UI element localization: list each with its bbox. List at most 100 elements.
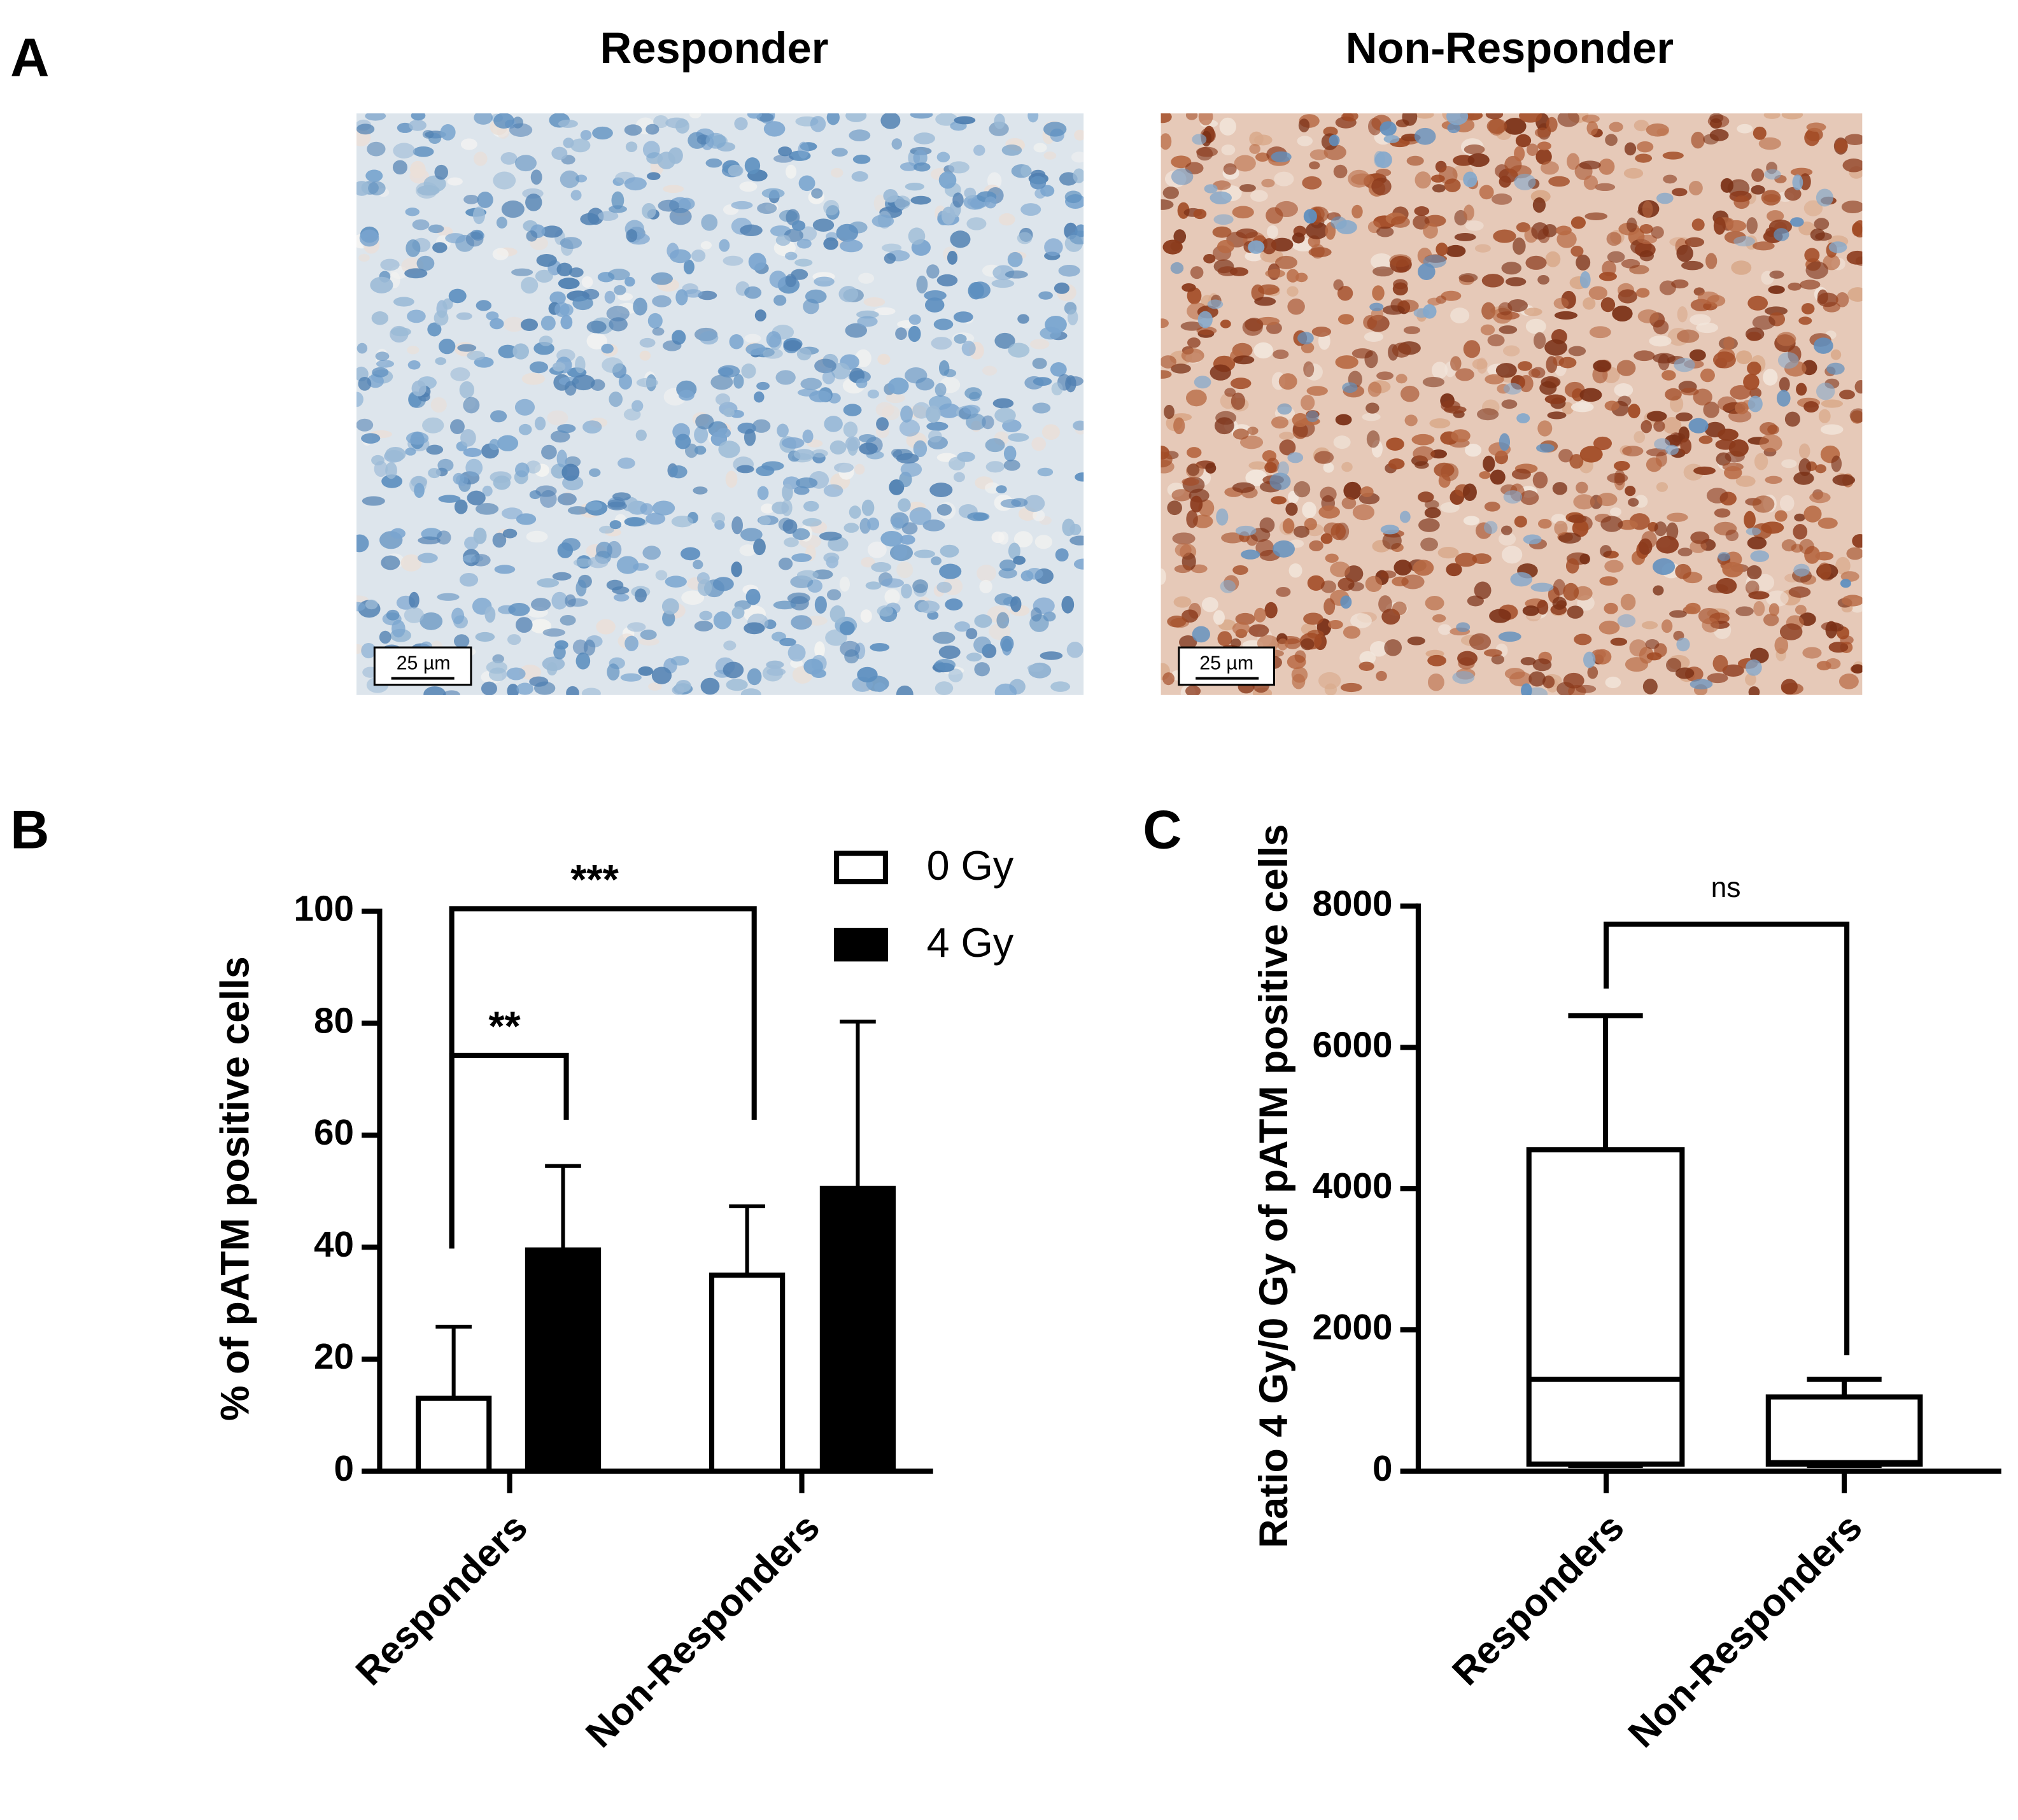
cell: [1675, 563, 1691, 579]
cell: [1621, 258, 1641, 269]
cell: [861, 499, 875, 516]
cell: [982, 365, 998, 376]
cell: [1514, 173, 1536, 190]
cell: [1017, 232, 1033, 244]
cell: [1182, 477, 1200, 486]
cell: [1625, 485, 1636, 497]
cell: [535, 485, 557, 497]
cell: [1329, 134, 1340, 146]
cell: [718, 441, 740, 458]
cell: [1567, 605, 1584, 619]
cell: [1806, 122, 1826, 132]
cell: [1641, 420, 1653, 434]
cell: [723, 407, 735, 418]
cell: [1676, 637, 1690, 652]
cell: [1210, 364, 1231, 381]
cell: [493, 113, 514, 129]
cell: [1499, 325, 1518, 334]
cell: [858, 434, 877, 443]
cell: [1654, 438, 1670, 450]
cell: [636, 377, 659, 388]
cell: [1203, 253, 1216, 264]
cell: [541, 444, 557, 460]
cell: [947, 250, 958, 265]
cell: [514, 399, 535, 416]
cell: [561, 538, 581, 551]
cell: [533, 681, 556, 695]
cell: [626, 229, 638, 243]
cell: [566, 686, 579, 695]
cell: [1726, 220, 1747, 232]
cell: [655, 570, 668, 581]
cell: [1173, 596, 1192, 608]
cell: [800, 377, 822, 390]
cell: [390, 327, 411, 337]
cell: [760, 504, 775, 514]
cell: [1306, 410, 1319, 423]
cell: [1743, 374, 1760, 391]
panel-label: C: [1143, 800, 1182, 860]
cell: [1069, 535, 1084, 546]
cell: [1579, 388, 1602, 402]
cell: [1521, 683, 1532, 695]
cell: [611, 191, 624, 209]
cell: [1010, 596, 1022, 612]
cell: [1840, 635, 1854, 645]
cell: [991, 279, 1015, 288]
cell: [599, 525, 615, 534]
cell: [929, 483, 953, 498]
cell: [1192, 134, 1207, 145]
cell: [1733, 195, 1750, 209]
cell: [994, 683, 1017, 695]
cell: [1515, 134, 1532, 148]
cell: [1064, 190, 1082, 204]
cell: [1788, 282, 1802, 291]
cell: [1498, 302, 1513, 316]
cell: [1161, 446, 1169, 460]
cell: [451, 607, 465, 624]
cell: [1844, 134, 1863, 145]
cell: [426, 444, 444, 455]
cell: [1747, 361, 1761, 376]
cell: [1362, 413, 1381, 421]
cell: [1764, 169, 1781, 180]
cell: [624, 124, 642, 136]
cell: [640, 630, 657, 640]
cell: [1389, 254, 1412, 267]
cell: [1489, 609, 1511, 623]
cell: [791, 220, 806, 231]
y-tick-label: 2000: [1313, 1307, 1393, 1347]
cell: [1440, 502, 1460, 513]
cell: [1341, 462, 1353, 472]
cell: [1415, 113, 1434, 119]
cell: [1369, 302, 1384, 311]
cell: [1003, 446, 1017, 462]
cell: [1842, 595, 1863, 607]
cell: [1755, 574, 1775, 591]
cell: [1232, 565, 1248, 575]
cell: [1633, 350, 1655, 362]
cell: [1441, 400, 1461, 412]
cell: [1505, 277, 1527, 286]
cell: [1414, 127, 1436, 145]
cell: [1544, 394, 1567, 404]
cell: [1455, 368, 1474, 381]
cell: [1392, 342, 1411, 358]
cell: [1758, 137, 1781, 150]
cell: [559, 304, 574, 316]
cell: [1274, 201, 1298, 218]
cell: [1328, 619, 1343, 630]
cell: [1610, 507, 1622, 517]
cell: [719, 239, 730, 252]
cell: [830, 167, 843, 178]
cell: [669, 208, 692, 225]
cell: [1386, 437, 1404, 451]
cell: [392, 619, 406, 638]
cell: [1196, 326, 1217, 335]
cell: [910, 113, 933, 119]
cell: [1061, 596, 1075, 614]
cell: [642, 202, 656, 219]
cell: [1804, 248, 1820, 263]
cell: [1161, 113, 1172, 123]
cell: [876, 417, 889, 431]
